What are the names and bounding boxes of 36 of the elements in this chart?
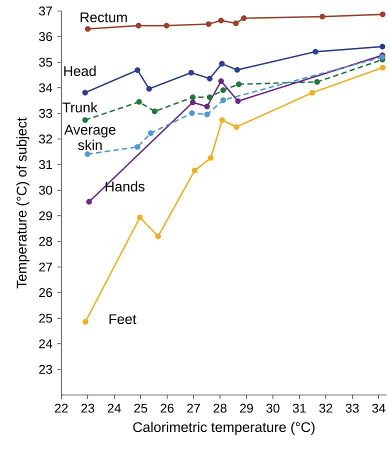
y-tick-label: 29 xyxy=(39,211,52,220)
y-tick-label: 27 xyxy=(39,262,52,272)
series-label: Average skin xyxy=(64,124,116,150)
series-label: Trunk xyxy=(62,102,98,112)
x-tick-label: 28 xyxy=(214,404,227,413)
y-tick-label: 35 xyxy=(39,58,52,67)
x-tick-label: 34 xyxy=(372,404,386,413)
y-tick-label: 31 xyxy=(39,160,52,170)
y-tick-label: 33 xyxy=(39,108,52,118)
series-label: Rectum xyxy=(80,12,127,22)
x-tick-label: 32 xyxy=(319,404,332,413)
x-tick-label: 25 xyxy=(134,404,148,413)
y-tick-label: 28 xyxy=(39,236,52,246)
y-tick-label: 37 xyxy=(39,6,52,16)
x-tick-label: 26 xyxy=(160,404,174,413)
y-tick-label: 25 xyxy=(39,314,52,323)
x-tick-label: 27 xyxy=(187,404,200,413)
x-tick-label: 31 xyxy=(292,404,306,413)
x-tick-label: 30 xyxy=(266,404,280,413)
x-tick-label: 24 xyxy=(108,404,121,413)
x-axis-title: Calorimetric temperature (°C) xyxy=(133,422,315,435)
y-tick-label: 24 xyxy=(39,339,52,348)
y-tick-label: 36 xyxy=(39,32,52,42)
y-tick-label: 26 xyxy=(39,288,52,298)
x-tick-label: 33 xyxy=(346,404,359,413)
y-axis-title: Temperature (°C) of subject xyxy=(16,117,30,288)
series-label: Feet xyxy=(110,314,136,324)
series-label: Hands xyxy=(106,181,145,192)
x-tick-label: 23 xyxy=(81,404,94,413)
series-label: Head xyxy=(64,66,96,76)
y-tick-label: 23 xyxy=(39,364,52,374)
y-tick-label: 34 xyxy=(39,83,52,92)
y-tick-label: 32 xyxy=(39,134,52,144)
x-tick-label: 22 xyxy=(54,404,68,413)
x-tick-label: 29 xyxy=(240,404,253,413)
y-tick-label: 30 xyxy=(39,186,52,195)
